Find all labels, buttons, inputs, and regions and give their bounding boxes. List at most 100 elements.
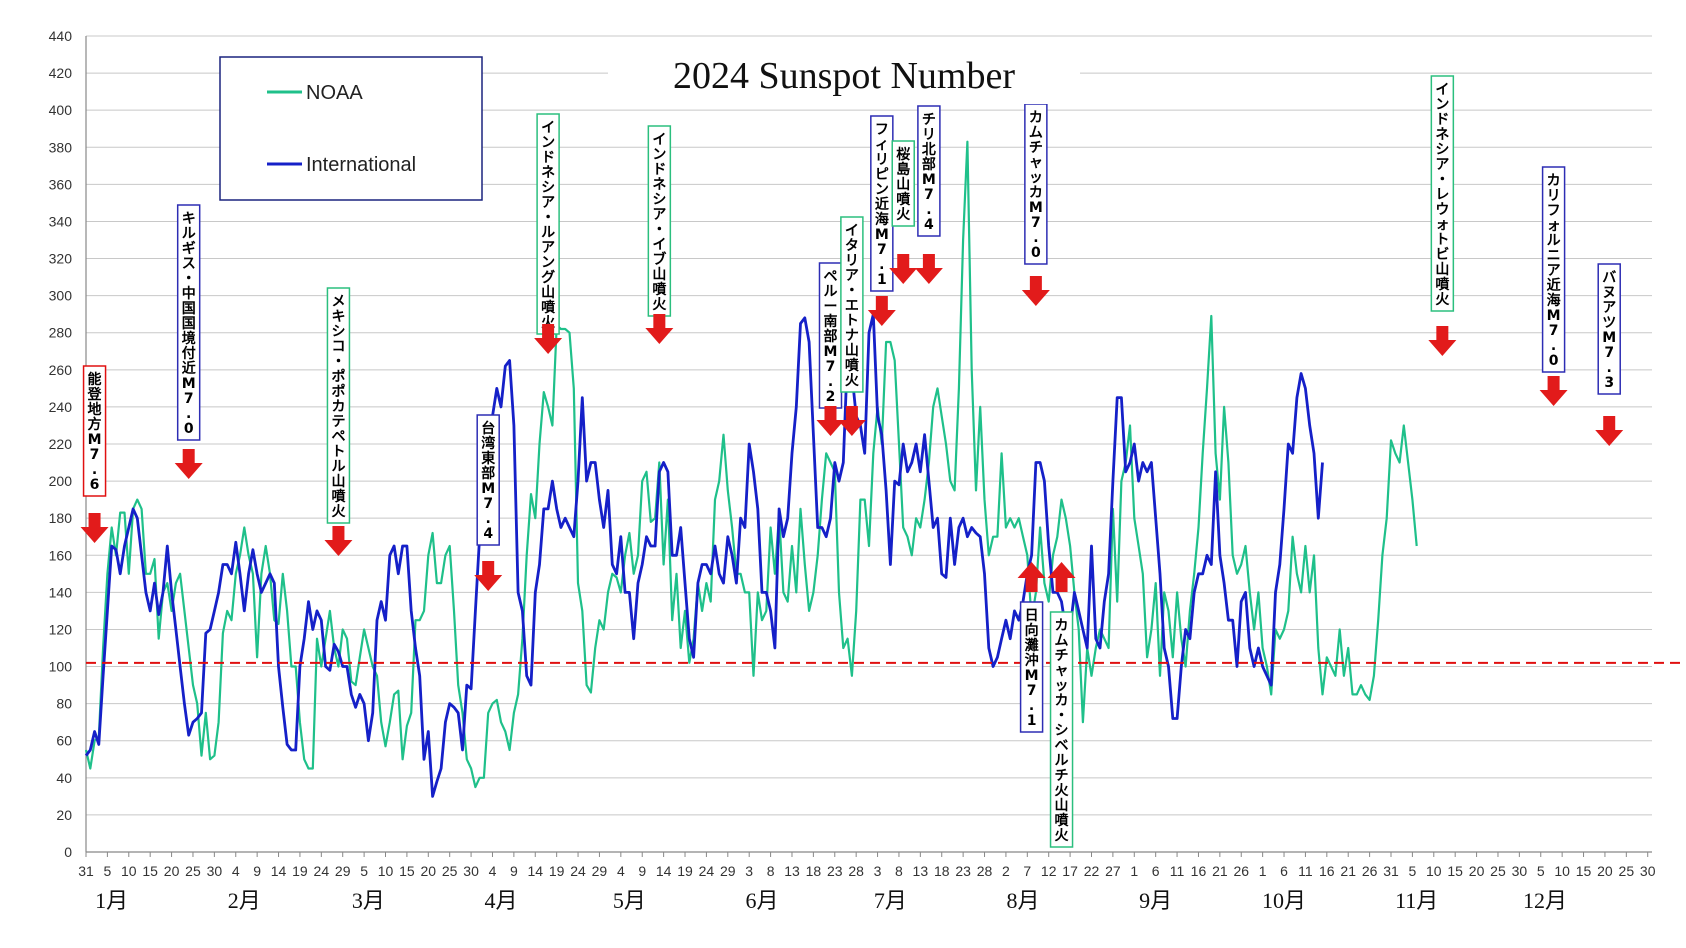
x-tick-label: 15 xyxy=(142,863,158,879)
x-tick-label: 11 xyxy=(1298,863,1313,879)
x-tick-label: 16 xyxy=(1319,863,1335,879)
annotation-14: カムチャッカ・シベルチ火山噴火 xyxy=(1047,562,1076,848)
arrow-down-icon xyxy=(1428,326,1457,356)
x-tick-label: 22 xyxy=(1084,863,1100,879)
x-tick-label: 11 xyxy=(1170,863,1185,879)
x-tick-label: 5 xyxy=(103,863,111,879)
x-tick-label: 21 xyxy=(1340,863,1356,879)
x-tick-label: 9 xyxy=(253,863,261,879)
y-tick-label: 220 xyxy=(49,436,73,452)
annotation-label: 台湾東部 M 7. 4 xyxy=(481,420,495,542)
x-tick-label: 10 xyxy=(121,863,137,879)
y-tick-label: 200 xyxy=(49,473,73,489)
x-tick-label: 6 xyxy=(1280,863,1288,879)
month-labels: 1月 2月 3月 4月 5月 6月 7月 8月 9月 10月 11月 12月 xyxy=(95,888,1567,913)
annotation-16: カリフォルニア近海 M 7. 0 xyxy=(1539,166,1568,406)
annotation-10: 桜島山噴火 xyxy=(889,140,918,284)
annotation-box xyxy=(1597,263,1621,395)
x-tick-label: 24 xyxy=(314,863,330,879)
arrow-down-icon xyxy=(174,449,203,479)
y-tick-label: 440 xyxy=(49,28,73,44)
annotation-label: 日向灘沖 M 7. 1 xyxy=(1025,608,1039,729)
x-tick-label: 1 xyxy=(1259,863,1267,879)
annotation-box xyxy=(1019,601,1044,733)
x-tick-label: 24 xyxy=(570,863,586,879)
month-label: 6月 xyxy=(746,888,779,913)
month-label: 4月 xyxy=(485,888,518,913)
y-tick-label: 100 xyxy=(49,659,73,675)
x-tick-label: 9 xyxy=(638,863,646,879)
x-tick-label: 4 xyxy=(489,863,497,879)
y-tick-label: 260 xyxy=(49,362,73,378)
annotation-box xyxy=(1049,611,1074,848)
arrow-up-icon xyxy=(1017,562,1046,592)
annotation-label: 桜島山噴火 xyxy=(896,146,911,223)
annotation-3: メキシコ・ポポカテペトル山噴火 xyxy=(324,287,353,556)
data-series xyxy=(84,140,1418,798)
x-tick-label: 23 xyxy=(955,863,971,879)
event-annotations: 能登地方 M 7. 6 キルギス・中国国境付近 M 7. 0 メキシコ・ポポカテペトル山噴火 台湾… xyxy=(80,75,1624,848)
annotation-label: フィリピン近海 M 7. 1 xyxy=(875,122,889,288)
x-tick-label: 10 xyxy=(378,863,394,879)
annotation-label: カムチャッカ M 7. 0 xyxy=(1029,110,1043,261)
annotation-label: ペルー南部 M 7. 2 xyxy=(823,269,837,405)
legend-label-noaa: NOAA xyxy=(306,82,363,104)
arrow-down-icon xyxy=(80,513,109,543)
annotation-label: 能登地方 M 7. 6 xyxy=(87,371,103,493)
y-tick-label: 360 xyxy=(49,176,73,192)
y-tick-label: 280 xyxy=(49,325,73,341)
month-label: 3月 xyxy=(352,888,385,913)
y-tick-label: 320 xyxy=(49,251,73,267)
y-tick-label: 40 xyxy=(56,770,72,786)
x-tick-label: 12 xyxy=(1041,863,1057,879)
y-tick-label: 0 xyxy=(64,844,72,860)
x-tick-label: 2 xyxy=(1002,863,1010,879)
x-tick-label: 10 xyxy=(1426,863,1442,879)
y-tick-label: 340 xyxy=(49,213,73,229)
annotation-label: カリフォルニア近海 M 7. 0 xyxy=(1547,173,1561,369)
x-tick-label: 15 xyxy=(1576,863,1592,879)
annotation-label: イタリア・エトナ山噴火 xyxy=(845,223,860,389)
x-tick-label: 20 xyxy=(1597,863,1613,879)
chart-title: 2024 Sunspot Number xyxy=(673,55,1015,97)
arrow-down-icon xyxy=(1539,376,1568,406)
annotation-5: インドネシア・ルアング山噴火 xyxy=(534,113,563,354)
annotation-box xyxy=(891,140,915,227)
month-label: 10月 xyxy=(1262,888,1306,913)
x-tick-label: 16 xyxy=(1191,863,1207,879)
x-tick-label: 5 xyxy=(1537,863,1545,879)
month-label: 11月 xyxy=(1395,888,1438,913)
x-tick-label: 5 xyxy=(360,863,368,879)
annotation-11: チリ北部 M 7. 4 xyxy=(914,105,943,284)
series-line-international xyxy=(84,312,1324,798)
y-tick-label: 160 xyxy=(49,547,73,563)
y-tick-label: 180 xyxy=(49,510,73,526)
x-tick-label: 6 xyxy=(1152,863,1160,879)
x-tick-label: 5 xyxy=(1408,863,1416,879)
y-tick-label: 300 xyxy=(49,288,73,304)
x-tick-label: 13 xyxy=(784,863,800,879)
annotation-9: フィリピン近海 M 7. 1 xyxy=(867,115,896,326)
annotation-label: インドネシア・レウォトビ山噴火 xyxy=(1435,82,1450,308)
y-tick-label: 240 xyxy=(49,399,73,415)
month-label: 1月 xyxy=(95,888,128,913)
x-tick-label: 17 xyxy=(1062,863,1078,879)
arrow-down-icon xyxy=(534,324,563,354)
annotation-box xyxy=(82,365,107,497)
annotation-label: キルギス・中国国境付近 M 7. 0 xyxy=(182,211,196,437)
x-tick-label: 13 xyxy=(913,863,929,879)
annotation-box xyxy=(476,414,500,546)
annotation-label: チリ北部 M 7. 4 xyxy=(922,112,936,233)
x-tick-label: 1 xyxy=(1130,863,1138,879)
annotation-13: 日向灘沖 M 7. 1 xyxy=(1017,562,1046,733)
y-tick-label: 420 xyxy=(49,65,73,81)
x-tick-label: 25 xyxy=(1490,863,1506,879)
arrow-down-icon xyxy=(837,406,866,436)
x-tick-label: 8 xyxy=(767,863,775,879)
x-tick-label: 10 xyxy=(1554,863,1570,879)
x-tick-label: 25 xyxy=(1619,863,1635,879)
x-tick-label: 29 xyxy=(335,863,351,879)
x-tick-label: 26 xyxy=(1362,863,1378,879)
y-tick-label: 140 xyxy=(49,584,73,600)
